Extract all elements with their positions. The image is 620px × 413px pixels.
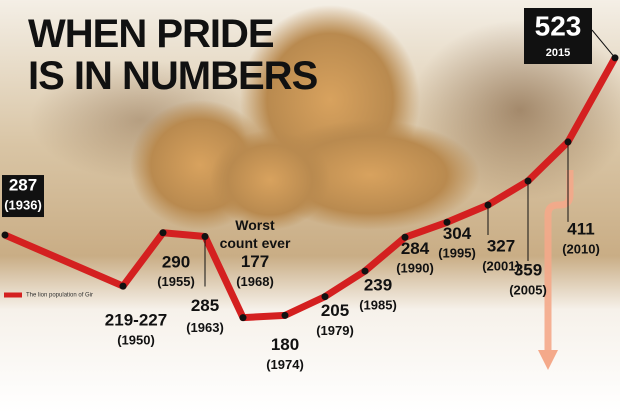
point: [239, 314, 247, 322]
x-label: (2005): [509, 282, 547, 297]
value-label: 219-227: [105, 311, 167, 330]
value-label: 239: [364, 276, 392, 295]
value-label: 290: [162, 252, 190, 271]
arrow: [544, 170, 574, 355]
x-label: (1955): [157, 274, 195, 289]
value-label: 287: [9, 176, 37, 195]
x-label: (1974): [266, 357, 304, 372]
annotation: Worst count ever: [220, 217, 291, 251]
value-label: 285: [191, 296, 219, 315]
legend-label: The lion population of Gir: [26, 293, 93, 299]
label-box: [524, 8, 592, 64]
leader: [591, 29, 616, 59]
chart-title: WHEN PRIDE IS IN NUMBERS: [28, 12, 318, 98]
value-label: 205: [321, 301, 349, 320]
x-label: (1979): [316, 323, 354, 338]
x-label: 2015: [546, 47, 570, 59]
value-label: 284: [401, 239, 430, 258]
point: [1, 231, 9, 239]
value-label: 411: [567, 219, 594, 238]
value-label: 180: [271, 335, 299, 354]
x-label: (1936): [4, 197, 42, 212]
point: [159, 229, 167, 237]
value-label: 304: [443, 224, 472, 243]
value-label: 359: [514, 260, 542, 279]
x-label: (1995): [438, 246, 476, 261]
x-label: (1990): [396, 261, 434, 276]
arrow-head: [538, 350, 558, 370]
value-label: 177: [241, 252, 269, 271]
lion: [210, 130, 330, 230]
line: [3, 56, 619, 322]
point: [401, 233, 409, 241]
point: [443, 218, 451, 226]
point: [119, 282, 127, 290]
label-box: [2, 175, 44, 218]
point: [281, 311, 289, 319]
x-label: (2001): [482, 258, 520, 273]
x-label: (1950): [117, 333, 155, 348]
point: [361, 267, 369, 275]
x-label: (1985): [359, 298, 397, 313]
x-label: (1968): [236, 274, 274, 289]
x-label: (2010): [562, 241, 600, 256]
point: [321, 293, 329, 301]
value-label: 523: [535, 10, 582, 41]
x-label: (1963): [186, 320, 224, 335]
value-label: 327: [487, 236, 515, 255]
